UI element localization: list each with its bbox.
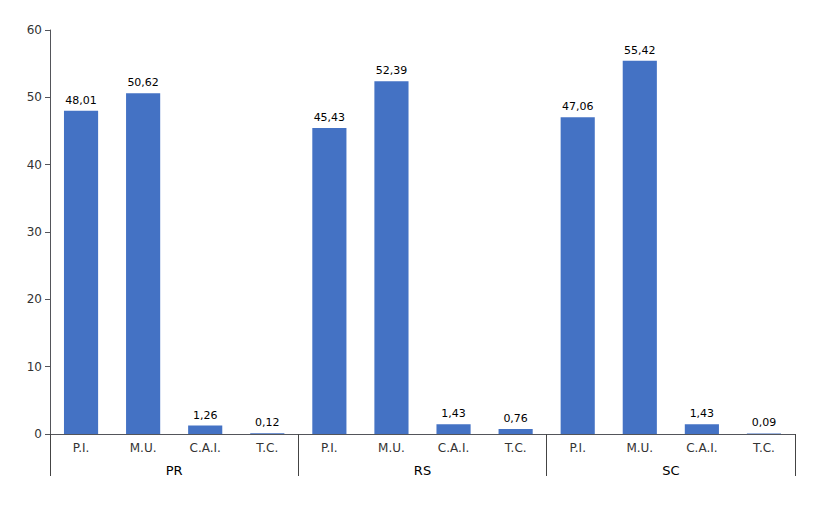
svg-text:M.U.: M.U.	[130, 441, 157, 455]
svg-text:C.A.I.: C.A.I.	[686, 441, 717, 455]
svg-text:47,06: 47,06	[562, 100, 594, 113]
svg-text:20: 20	[27, 292, 42, 306]
svg-text:SC: SC	[662, 463, 679, 478]
svg-text:M.U.: M.U.	[378, 441, 405, 455]
svg-text:50,62: 50,62	[127, 76, 159, 89]
svg-text:50: 50	[27, 90, 42, 104]
svg-text:T.C.: T.C.	[255, 441, 278, 455]
svg-text:40: 40	[27, 158, 42, 172]
svg-text:10: 10	[27, 360, 42, 374]
svg-text:1,43: 1,43	[441, 407, 466, 420]
svg-text:1,26: 1,26	[193, 409, 218, 422]
svg-text:C.A.I.: C.A.I.	[190, 441, 221, 455]
svg-text:P.I.: P.I.	[569, 441, 586, 455]
svg-text:0,76: 0,76	[503, 412, 528, 425]
svg-text:60: 60	[27, 23, 42, 37]
svg-text:1,43: 1,43	[690, 407, 715, 420]
svg-text:M.U.: M.U.	[626, 441, 653, 455]
svg-text:P.I.: P.I.	[73, 441, 90, 455]
svg-text:T.C.: T.C.	[752, 441, 775, 455]
svg-text:30: 30	[27, 225, 42, 239]
svg-text:P.I.: P.I.	[321, 441, 338, 455]
svg-text:T.C.: T.C.	[504, 441, 527, 455]
svg-text:C.A.I.: C.A.I.	[438, 441, 469, 455]
svg-text:PR: PR	[166, 463, 183, 478]
svg-text:55,42: 55,42	[624, 44, 656, 57]
svg-text:45,43: 45,43	[314, 111, 346, 124]
svg-text:52,39: 52,39	[376, 64, 408, 77]
svg-text:0: 0	[34, 427, 42, 441]
svg-text:0,09: 0,09	[752, 416, 777, 429]
svg-text:RS: RS	[414, 463, 431, 478]
svg-text:0,12: 0,12	[255, 416, 280, 429]
svg-text:48,01: 48,01	[65, 94, 97, 107]
